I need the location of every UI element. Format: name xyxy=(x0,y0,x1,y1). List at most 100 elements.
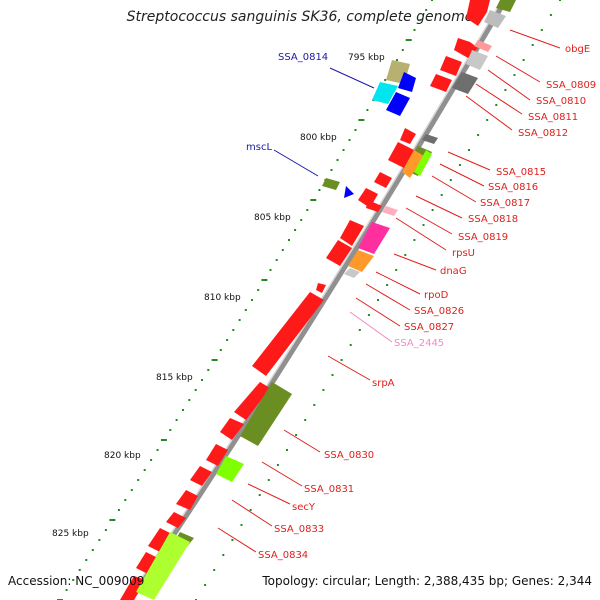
minor-tick xyxy=(348,139,351,141)
gene-feature[interactable] xyxy=(422,134,438,144)
gene-feature[interactable] xyxy=(348,250,374,272)
minor-tick xyxy=(318,189,321,191)
gene-label[interactable]: SSA_0827 xyxy=(404,322,454,333)
gene-label[interactable]: obgE xyxy=(565,44,590,55)
major-tick xyxy=(109,519,116,521)
gene-labels: obgE SSA_0809 SSA_0810 SSA_0811 SSA_0812… xyxy=(246,44,596,561)
minor-tick xyxy=(340,359,343,361)
gene-feature[interactable] xyxy=(252,292,324,376)
minor-tick xyxy=(322,389,325,391)
minor-tick xyxy=(419,19,422,21)
minor-tick xyxy=(495,104,498,106)
gene-feature[interactable] xyxy=(474,40,492,52)
gene-label[interactable]: SSA_0833 xyxy=(274,524,324,535)
minor-tick xyxy=(367,314,370,316)
gene-label[interactable]: SSA_0815 xyxy=(496,167,546,178)
minor-tick xyxy=(267,479,270,481)
gene-feature[interactable] xyxy=(402,150,424,178)
gene-feature[interactable] xyxy=(148,528,172,552)
gene-feature[interactable] xyxy=(382,206,398,216)
gene-feature[interactable] xyxy=(358,222,390,254)
gene-feature[interactable] xyxy=(400,128,416,144)
gene-feature[interactable] xyxy=(190,466,212,486)
minor-tick xyxy=(104,529,107,531)
gene-feature[interactable] xyxy=(136,532,190,600)
gene-feature[interactable] xyxy=(466,50,488,70)
gene-label[interactable]: SSA_0816 xyxy=(488,182,538,193)
scale-label: 825 kbp xyxy=(52,529,89,539)
gene-feature[interactable] xyxy=(220,418,244,440)
gene-feature[interactable] xyxy=(358,188,378,208)
gene-label[interactable]: secY xyxy=(292,502,316,513)
minor-tick xyxy=(288,239,290,241)
gene-feature[interactable] xyxy=(466,0,490,26)
gene-feature[interactable] xyxy=(326,240,352,266)
minor-tick xyxy=(238,319,241,321)
minor-tick xyxy=(413,239,416,241)
gene-label[interactable]: dnaG xyxy=(440,266,467,277)
gene-feature[interactable] xyxy=(440,56,462,76)
gene-label[interactable]: SSA_0830 xyxy=(324,450,374,461)
minor-tick xyxy=(336,159,339,161)
minor-tick xyxy=(169,429,172,431)
gene-feature[interactable] xyxy=(452,72,478,94)
gene-label[interactable]: SSA_0812 xyxy=(518,128,568,139)
gene-feature[interactable] xyxy=(388,142,414,168)
minor-tick xyxy=(219,349,222,351)
gene-feature[interactable] xyxy=(322,178,340,190)
scale-label: 795 kbp xyxy=(348,53,385,63)
minor-tick xyxy=(522,59,525,61)
gene-feature[interactable] xyxy=(414,150,432,176)
minor-tick xyxy=(458,164,461,166)
gene-label[interactable]: mscL xyxy=(246,142,272,153)
gene-label[interactable]: SSA_0810 xyxy=(536,96,586,107)
minor-tick xyxy=(295,434,298,436)
gene-feature[interactable] xyxy=(430,74,452,92)
gene-label[interactable]: srpA xyxy=(372,378,395,389)
gene-label[interactable]: SSA_0834 xyxy=(258,550,308,561)
gene-feature[interactable] xyxy=(120,576,146,600)
gene-feature[interactable] xyxy=(234,382,270,420)
gene-label[interactable]: SSA_0818 xyxy=(468,214,518,225)
gene-feature[interactable] xyxy=(344,186,354,198)
gene-feature[interactable] xyxy=(340,220,364,246)
gene-feature[interactable] xyxy=(372,82,398,104)
minor-tick xyxy=(404,254,407,256)
gene-label[interactable]: SSA_0817 xyxy=(480,198,530,209)
gene-feature[interactable] xyxy=(398,72,416,92)
gene-feature[interactable] xyxy=(216,456,244,482)
gene-feature[interactable] xyxy=(206,444,228,466)
gene-feature[interactable] xyxy=(386,92,410,116)
minor-tick xyxy=(559,0,561,1)
gene-feature[interactable] xyxy=(484,10,506,28)
gene-label[interactable]: SSA_0814 xyxy=(278,52,328,63)
gene-label[interactable]: SSA_0826 xyxy=(414,306,464,317)
gene-feature[interactable] xyxy=(176,490,198,510)
gene-feature[interactable] xyxy=(366,200,382,212)
scale-labels: 795 kbp 800 kbp 805 kbp 810 kbp 815 kbp … xyxy=(52,53,385,539)
minor-tick xyxy=(124,499,127,501)
gene-feature[interactable] xyxy=(374,172,392,188)
gene-label[interactable]: rpoD xyxy=(424,290,449,301)
gene-label[interactable]: SSA_0811 xyxy=(528,112,578,123)
major-tick xyxy=(211,359,218,361)
gene-feature[interactable] xyxy=(136,552,158,574)
gene-feature[interactable] xyxy=(316,283,326,293)
gene-feature[interactable] xyxy=(496,0,516,12)
accession-label: Accession: NC_009009 xyxy=(8,574,145,588)
minor-tick xyxy=(294,229,297,231)
gene-feature[interactable] xyxy=(240,382,292,446)
scale-label: 810 kbp xyxy=(204,293,241,303)
minor-tick xyxy=(342,149,345,151)
gene-label[interactable]: SSA_0809 xyxy=(546,80,596,91)
gene-label[interactable]: rpsU xyxy=(452,248,475,259)
gene-feature[interactable] xyxy=(344,268,360,278)
gene-label[interactable]: SSA_2445 xyxy=(394,338,444,349)
gene-label[interactable]: SSA_0831 xyxy=(304,484,354,495)
minor-tick xyxy=(275,259,278,261)
gene-feature[interactable] xyxy=(166,512,186,528)
minor-tick xyxy=(330,169,333,171)
gene-label[interactable]: SSA_0819 xyxy=(458,232,508,243)
